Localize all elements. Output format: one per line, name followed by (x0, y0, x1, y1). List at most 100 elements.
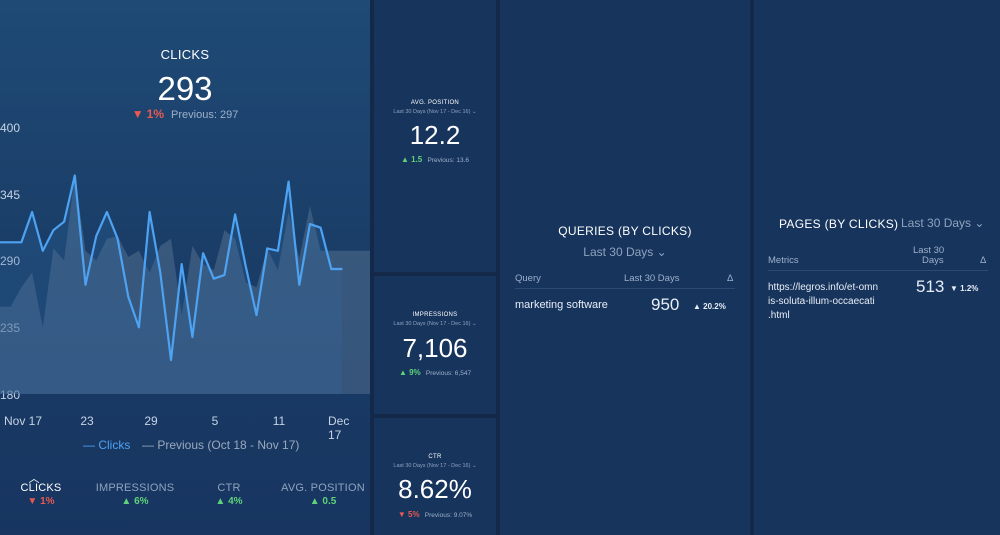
avg-position-delta-row: ▲ 1.5 Previous: 13.6 (374, 155, 496, 164)
impressions-previous: Previous: 6,547 (425, 370, 472, 377)
impressions-title: IMPRESSIONS (412, 312, 458, 318)
ctr-title: CTR (428, 454, 442, 460)
clicks-data-point[interactable] (63, 220, 65, 223)
clicks-data-point[interactable] (234, 213, 236, 216)
date-range-dropdown[interactable]: Last 30 Days (Nov 17 - Dec 16) ⌄ (374, 321, 496, 327)
avg-position-title: AVG. POSITION (410, 100, 460, 106)
delta-cell: ▲ 20.2% (693, 302, 726, 311)
tab-avg-position[interactable]: AVG. POSITION ▲ 0.5 (281, 482, 365, 507)
clicks-data-point[interactable] (212, 277, 215, 280)
tab-clicks[interactable]: CLICKS ▼ 1% (21, 482, 62, 507)
clicks-data-point[interactable] (84, 283, 87, 286)
clicks-data-point[interactable] (341, 268, 343, 270)
previous-series-area (0, 175, 370, 394)
legend-label: Previous (Oct 18 - Nov 17) (157, 438, 300, 452)
clicks-data-point[interactable] (116, 237, 119, 240)
clicks-data-point[interactable] (330, 268, 333, 270)
tab-delta: ▼ 1% (27, 496, 55, 507)
clicks-data-point[interactable] (159, 271, 162, 274)
clicks-data-point[interactable] (191, 336, 194, 338)
queries-title: QUERIES (BY CLICKS) (558, 224, 692, 238)
legend-item-previous[interactable]: — Previous (Oct 18 - Nov 17) (142, 438, 299, 452)
page-url-cell[interactable]: https://legros.info/et-omn is-soluta-ill… (768, 281, 878, 323)
url-line: https://legros.info/et-omn (768, 282, 879, 293)
tab-delta-value: 6% (134, 496, 149, 507)
value-cell: 513 (916, 277, 945, 296)
clicks-data-point[interactable] (138, 326, 140, 329)
clicks-data-point[interactable] (148, 211, 151, 213)
clicks-data-point[interactable] (319, 226, 322, 229)
queries-panel: QUERIES (BY CLICKS) Last 30 Days ⌄ Query… (500, 0, 750, 535)
chevron-down-icon: ⌄ (974, 216, 985, 230)
avg-position-value: 12.2 (409, 120, 461, 150)
clicks-data-point[interactable] (41, 249, 44, 252)
pages-range-dropdown[interactable]: Last 30 Days ⌄ (901, 216, 984, 230)
clicks-data-point[interactable] (309, 223, 311, 225)
triangle-up-icon: ▲ (400, 155, 409, 164)
clicks-data-point[interactable] (266, 247, 268, 250)
tab-delta-value: 1% (40, 496, 55, 507)
delta-cell: ▼ 1.2% (950, 284, 979, 293)
clicks-data-point[interactable] (106, 211, 108, 213)
clicks-data-point[interactable] (0, 241, 1, 244)
x-tick-label: Dec 17 (328, 414, 350, 442)
column-header-metrics: Metrics (768, 255, 799, 266)
clicks-data-point[interactable] (52, 229, 55, 231)
avg-position-previous: Previous: 13.6 (427, 157, 470, 164)
clicks-data-point[interactable] (9, 241, 12, 244)
date-range-dropdown[interactable]: Last 30 Days (Nov 17 - Dec 16) ⌄ (374, 463, 496, 469)
tab-impressions[interactable]: IMPRESSIONS ▲ 6% (96, 482, 175, 507)
legend-item-clicks[interactable]: — Clicks (83, 438, 130, 452)
clicks-data-point[interactable] (127, 296, 130, 298)
pages-panel: PAGES (BY CLICKS) Last 30 Days ⌄ Metrics… (754, 0, 1000, 535)
clicks-series-area (0, 175, 342, 394)
value-cell: 950 (651, 295, 680, 314)
avg-position-delta: 1.5 (411, 155, 423, 164)
clicks-data-point[interactable] (298, 283, 301, 286)
tab-ctr[interactable]: CTR ▲ 4% (215, 482, 242, 507)
date-range-label: Last 30 Days (Nov 17 - Dec 16) (393, 463, 471, 469)
clicks-data-point[interactable] (245, 265, 247, 268)
y-tick-label: 400 (0, 121, 21, 135)
date-range-label: Last 30 Days (Nov 17 - Dec 16) (393, 109, 471, 115)
clicks-delta: 1% (146, 107, 164, 121)
clicks-data-point[interactable] (31, 211, 33, 213)
impressions-delta: 9% (409, 368, 421, 377)
legend-dash-icon: — (83, 438, 95, 452)
column-header-delta: Δ (727, 273, 734, 284)
tab-delta: ▲ 6% (121, 496, 149, 507)
clicks-data-point[interactable] (287, 180, 290, 183)
clicks-data-point[interactable] (255, 314, 258, 316)
clicks-data-point[interactable] (277, 249, 279, 252)
clicks-data-point[interactable] (223, 274, 226, 276)
chevron-down-icon: ⌄ (471, 109, 477, 115)
y-tick-label: 345 (0, 188, 21, 202)
tab-label: IMPRESSIONS (95, 482, 175, 494)
clicks-data-point[interactable] (202, 252, 204, 255)
url-line: is-soluta-illum-occaecati (768, 296, 875, 307)
clicks-data-point[interactable] (20, 241, 23, 244)
legend-label: Clicks (98, 438, 131, 452)
clicks-delta-row: ▼ 1% Previous: 297 (0, 107, 370, 121)
column-header-last-30: Last 30 (913, 245, 945, 256)
x-tick-label: 23 (80, 414, 94, 428)
clicks-previous: Previous: 297 (171, 109, 239, 121)
queries-range-dropdown[interactable]: Last 30 Days ⌄ (500, 245, 750, 259)
tab-delta-value: 4% (228, 496, 243, 507)
ctr-panel: CTR Last 30 Days (Nov 17 - Dec 16) ⌄ 8.6… (374, 418, 496, 535)
impressions-delta-row: ▲ 9% Previous: 6,547 (374, 368, 496, 377)
clicks-data-point[interactable] (170, 359, 172, 361)
clicks-value: 293 (157, 70, 213, 107)
tab-delta: ▲ 0.5 (309, 496, 337, 507)
clicks-data-point[interactable] (95, 235, 97, 238)
clicks-data-point[interactable] (180, 263, 183, 265)
impressions-value: 7,106 (402, 333, 468, 363)
clicks-data-point[interactable] (74, 174, 76, 177)
date-range-dropdown[interactable]: Last 30 Days (Nov 17 - Dec 16) ⌄ (374, 109, 496, 115)
tab-delta-value: 0.5 (322, 496, 337, 507)
tab-label: CLICKS (20, 482, 62, 494)
impressions-panel: IMPRESSIONS Last 30 Days (Nov 17 - Dec 1… (374, 276, 496, 414)
avg-position-panel: AVG. POSITION Last 30 Days (Nov 17 - Dec… (374, 0, 496, 272)
ctr-delta-row: ▼ 5% Previous: 9.07% (374, 510, 496, 519)
tab-label: CTR (217, 482, 241, 494)
